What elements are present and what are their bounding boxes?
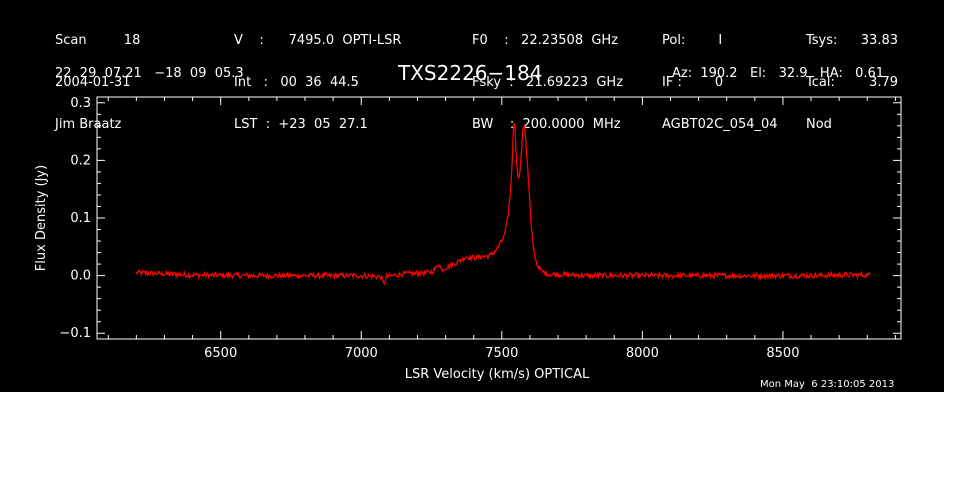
- x-axis-label: LSR Velocity (km/s) OPTICAL: [405, 367, 590, 382]
- axes-frame: [96, 96, 902, 340]
- y-tick-label: −0.1: [59, 326, 91, 341]
- tsys-value: 33.83: [860, 33, 898, 48]
- pointing-info: Az: 190.2 El: 32.9 HA: 0.61: [672, 66, 885, 81]
- y-tick-label: 0.3: [70, 96, 91, 111]
- rest-frequency-label: F0 : 22.23508 GHz: [472, 33, 619, 48]
- sky-frequency-label: Fsky : 21.69223 GHz: [472, 75, 624, 90]
- y-axis-label: Flux Density (Jy): [34, 165, 49, 271]
- project-label: AGBT02C_054_04: [662, 117, 778, 132]
- tcal-value: 3.79: [869, 75, 898, 90]
- x-tick-label: 7500: [485, 346, 518, 361]
- if-label: IF : 0: [662, 75, 724, 90]
- spectrum-chart: 6500 7000 7500 8000 8500 −0.1 0.0 0.1 0.2 0.3 LSR…: [34, 96, 902, 382]
- header-col5: Tsys: Tcal: Nod: [806, 6, 837, 160]
- scan-label: Scan 18: [55, 33, 141, 48]
- tcal-label: Tcal:: [806, 75, 835, 90]
- tsys-label: Tsys:: [806, 33, 838, 48]
- plot-panel: Scan 18 2004-01-31 Jim Braatz V : 7495.0…: [0, 0, 944, 392]
- source-name: TXS2226−184: [398, 61, 543, 85]
- spectrum-series-line: [135, 122, 871, 286]
- lst-label: LST : +23 05 27.1: [234, 117, 368, 132]
- header-col6: 33.83 3.79: [840, 6, 898, 146]
- header-col1: Scan 18 2004-01-31 Jim Braatz: [55, 6, 140, 160]
- y-tick-label: 0.2: [70, 153, 91, 168]
- mode-label: Nod: [806, 117, 832, 132]
- y-tick-label: 0.0: [70, 269, 91, 284]
- polarization-label: Pol: I: [662, 33, 723, 48]
- header-col2: V : 7495.0 OPTI-LSR Int : 00 36 44.5 LST…: [234, 6, 401, 160]
- x-tick-label: 6500: [204, 346, 237, 361]
- integration-label: Int : 00 36 44.5: [234, 75, 359, 90]
- header-col3: F0 : 22.23508 GHz Fsky : 21.69223 GHz BW…: [472, 6, 623, 160]
- bandwidth-label: BW : 200.0000 MHz: [472, 117, 621, 132]
- source-coordinates: 22 29 07.21 −18 09 05.3: [55, 66, 244, 81]
- y-tick-label: 0.1: [70, 211, 91, 226]
- x-tick-label: 7000: [345, 346, 378, 361]
- observer-label: Jim Braatz: [55, 117, 122, 132]
- velocity-label: V : 7495.0 OPTI-LSR: [234, 33, 402, 48]
- header-col4: Pol: I IF : 0 AGBT02C_054_04: [662, 6, 778, 160]
- x-tick-label: 8000: [626, 346, 659, 361]
- date-label: 2004-01-31: [55, 75, 131, 90]
- axis-tick-labels: 6500 7000 7500 8000 8500 −0.1 0.0 0.1 0.2 0.3: [59, 96, 799, 361]
- x-tick-label: 8500: [766, 346, 799, 361]
- plot-timestamp: Mon May 6 23:10:05 2013: [760, 379, 895, 390]
- axis-ticks: [97, 97, 901, 339]
